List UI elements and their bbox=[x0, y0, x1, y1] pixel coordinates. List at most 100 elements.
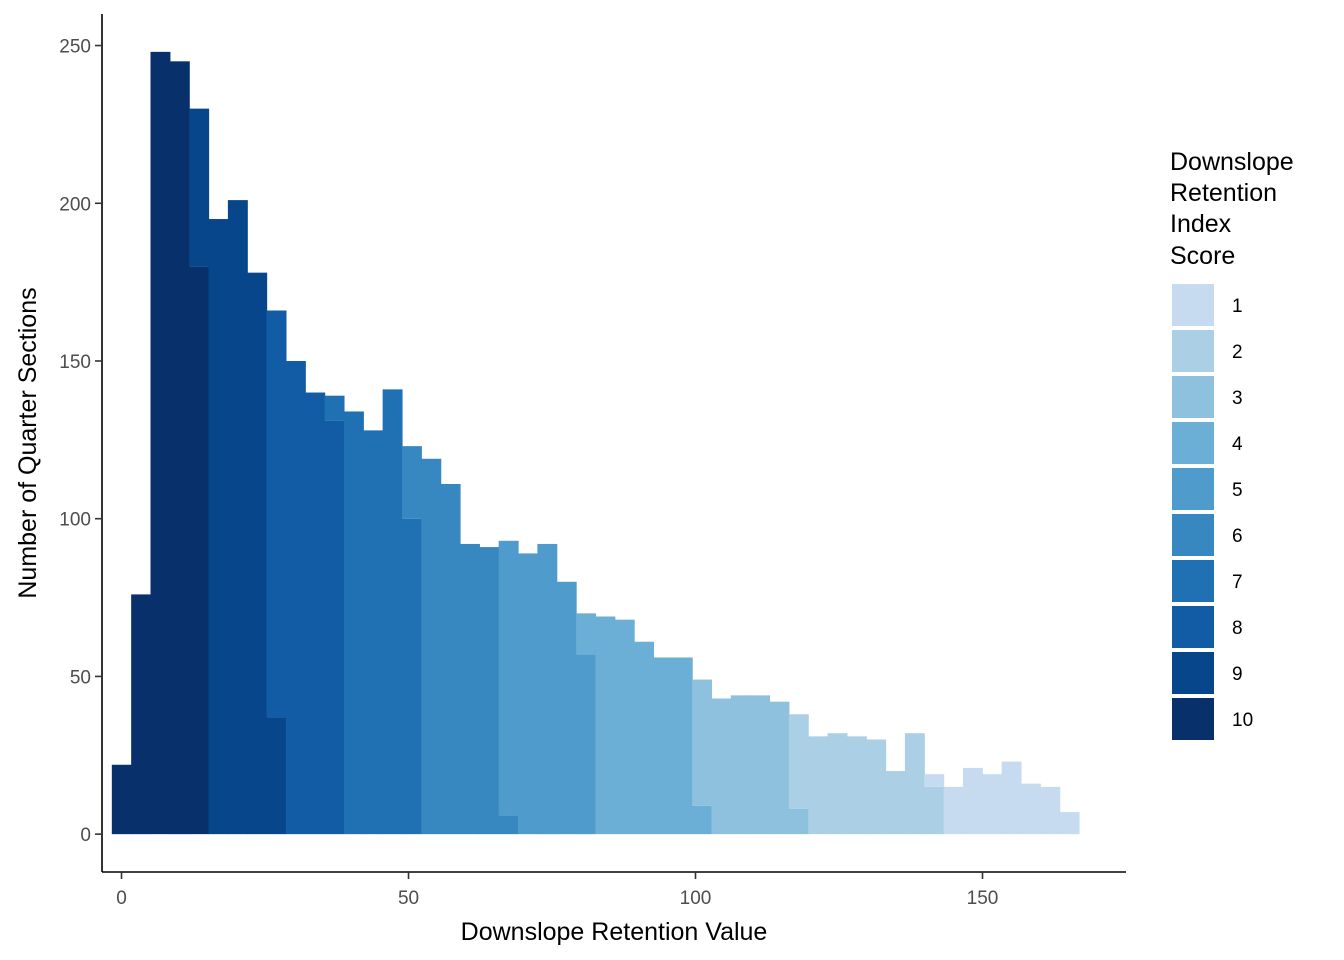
histogram-bar bbox=[343, 411, 364, 835]
x-tick-label: 50 bbox=[398, 888, 419, 909]
legend-label: 1 bbox=[1232, 296, 1243, 317]
histogram-bar bbox=[827, 733, 848, 835]
histogram-bar bbox=[962, 767, 983, 835]
histogram-bar bbox=[401, 518, 422, 835]
histogram-bar bbox=[227, 200, 248, 835]
histogram-bar bbox=[440, 484, 461, 835]
legend-entries: 1 2 3 4 5 6 7 8 9 10 bbox=[1172, 284, 1253, 740]
histogram-bar bbox=[189, 266, 210, 835]
x-tick-label: 150 bbox=[967, 888, 999, 909]
histogram-bar bbox=[576, 654, 596, 835]
legend-label: 6 bbox=[1232, 526, 1243, 547]
histogram-bar bbox=[421, 458, 442, 835]
y-tick-label: 100 bbox=[59, 510, 91, 531]
histogram-bar bbox=[982, 774, 1003, 835]
legend-label: 9 bbox=[1232, 664, 1243, 685]
histogram-bar bbox=[730, 695, 751, 835]
legend-label: 5 bbox=[1232, 480, 1243, 501]
histogram-bar bbox=[576, 613, 596, 655]
histogram-bar bbox=[111, 764, 132, 835]
histogram-bar bbox=[924, 774, 945, 787]
legend: Downslope Retention Index Score 1 2 3 4 5 6 7 8… bbox=[1170, 148, 1294, 740]
histogram-bar bbox=[479, 547, 500, 835]
histogram-bar bbox=[285, 360, 306, 835]
histogram-bar bbox=[150, 51, 171, 835]
y-tick-label: 50 bbox=[70, 667, 91, 688]
histogram-bar bbox=[498, 540, 519, 816]
histogram-bar bbox=[788, 714, 809, 809]
legend-title-line-4: Score bbox=[1170, 242, 1235, 270]
histogram-bar bbox=[634, 641, 655, 835]
histogram-bar bbox=[788, 808, 809, 835]
histogram-bar bbox=[653, 657, 674, 835]
legend-title-line-1: Downslope bbox=[1170, 148, 1294, 176]
legend-swatch bbox=[1172, 606, 1214, 648]
legend-label: 2 bbox=[1232, 342, 1243, 363]
histogram-bar bbox=[672, 657, 693, 835]
legend-swatch bbox=[1172, 330, 1214, 372]
y-tick-label: 200 bbox=[59, 194, 91, 215]
histogram-bar bbox=[556, 581, 577, 835]
histogram-bar bbox=[846, 736, 867, 835]
histogram-bar bbox=[808, 736, 829, 835]
histogram-bar bbox=[189, 108, 210, 267]
histogram-bar bbox=[169, 61, 190, 835]
histogram-bar bbox=[769, 701, 790, 835]
histogram-bar bbox=[208, 219, 229, 835]
histogram-bar bbox=[401, 446, 422, 519]
legend-swatch bbox=[1172, 698, 1214, 740]
legend-swatch bbox=[1172, 560, 1214, 602]
histogram-bar bbox=[305, 392, 326, 835]
legend-swatch bbox=[1172, 422, 1214, 464]
legend-swatch bbox=[1172, 468, 1214, 510]
histogram-bar bbox=[750, 695, 771, 835]
x-axis-ticks: 0 50 100 150 bbox=[116, 872, 998, 909]
histogram-bar bbox=[498, 815, 519, 835]
histogram-bar bbox=[266, 310, 287, 718]
legend-swatch bbox=[1172, 514, 1214, 556]
histogram-bar bbox=[711, 698, 732, 835]
histogram-bar bbox=[866, 739, 887, 835]
histogram-bar bbox=[324, 395, 345, 421]
histogram-bar bbox=[885, 771, 906, 835]
histogram-bar bbox=[131, 594, 152, 835]
legend-swatch bbox=[1172, 284, 1214, 326]
histogram-bar bbox=[518, 553, 538, 835]
histogram-bar bbox=[363, 430, 384, 835]
y-axis-ticks: 0 50 100 150 200 250 bbox=[59, 37, 102, 846]
legend-title-line-3: Index bbox=[1170, 210, 1232, 238]
y-tick-label: 0 bbox=[80, 825, 91, 846]
histogram-bar bbox=[1001, 761, 1022, 835]
histogram-bar bbox=[1020, 783, 1041, 835]
histogram-bar bbox=[382, 389, 403, 835]
x-tick-label: 0 bbox=[116, 888, 127, 909]
y-tick-label: 150 bbox=[59, 352, 91, 373]
legend-label: 10 bbox=[1232, 710, 1253, 731]
legend-swatch bbox=[1172, 376, 1214, 418]
legend-label: 7 bbox=[1232, 572, 1243, 593]
histogram-bar bbox=[924, 786, 945, 835]
legend-label: 8 bbox=[1232, 618, 1243, 639]
legend-label: 4 bbox=[1232, 434, 1243, 455]
histogram-bar bbox=[1059, 812, 1080, 835]
histogram-bar bbox=[692, 805, 713, 835]
histogram-bars bbox=[111, 51, 1080, 835]
x-axis-title: Downslope Retention Value bbox=[461, 918, 768, 946]
histogram-bar bbox=[247, 272, 268, 835]
histogram-bar bbox=[324, 420, 345, 835]
y-tick-label: 250 bbox=[59, 37, 91, 58]
legend-title-line-2: Retention bbox=[1170, 179, 1277, 207]
y-axis-title: Number of Quarter Sections bbox=[14, 287, 42, 598]
legend-label: 3 bbox=[1232, 388, 1243, 409]
histogram-bar bbox=[1040, 786, 1061, 835]
histogram-bar bbox=[595, 616, 616, 835]
histogram-bar bbox=[266, 717, 287, 835]
histogram-bar bbox=[537, 543, 558, 835]
histogram-bar bbox=[460, 543, 480, 835]
histogram-bar bbox=[692, 679, 713, 806]
x-tick-label: 100 bbox=[680, 888, 712, 909]
histogram-bar bbox=[904, 733, 925, 835]
histogram-bar bbox=[614, 619, 635, 835]
histogram-bar bbox=[943, 786, 964, 835]
